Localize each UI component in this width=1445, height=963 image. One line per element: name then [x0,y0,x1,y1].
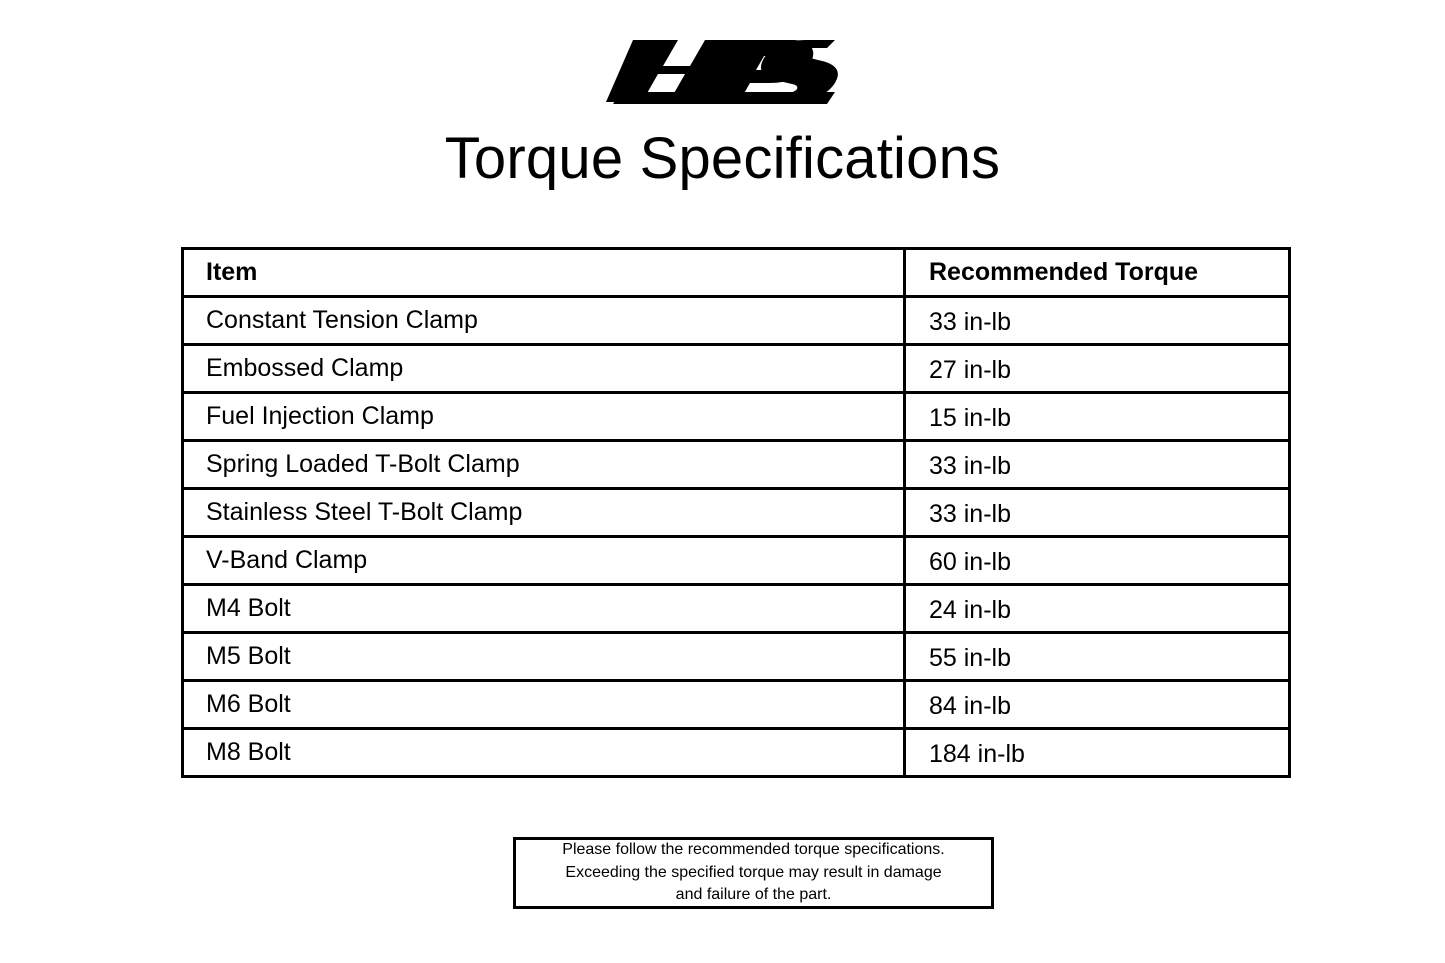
warning-note-line-3: and failure of the part. [675,886,832,904]
cell-item: Spring Loaded T-Bolt Clamp [181,439,906,490]
table-row: Spring Loaded T-Bolt Clamp 33 in-lb [181,439,1291,490]
cell-torque: 55 in-lb [903,631,1291,682]
warning-note-line-2: Exceeding the specified torque may resul… [565,863,942,881]
table-row: M4 Bolt 24 in-lb [181,583,1291,634]
table-header-row: Item Recommended Torque [181,247,1291,298]
warning-note-line-1: Please follow the recommended torque spe… [562,840,945,858]
cell-torque: 33 in-lb [903,487,1291,538]
cell-torque: 27 in-lb [903,343,1291,394]
cell-item: Embossed Clamp [181,343,906,394]
table-row: V-Band Clamp 60 in-lb [181,535,1291,586]
table-body: Constant Tension Clamp 33 in-lb Embossed… [181,295,1291,778]
page-title: Torque Specifications [444,126,1001,191]
column-header-item: Item [181,247,906,298]
warning-note-box: Please follow the recommended torque spe… [513,837,994,909]
table-row: Embossed Clamp 27 in-lb [181,343,1291,394]
cell-item: Stainless Steel T-Bolt Clamp [181,487,906,538]
cell-item: V-Band Clamp [181,535,906,586]
cell-torque: 184 in-lb [903,727,1291,778]
hps-wordmark-logo [605,40,838,104]
cell-item: M8 Bolt [181,727,906,778]
cell-item: M6 Bolt [181,679,906,730]
cell-torque: 24 in-lb [903,583,1291,634]
cell-item: M4 Bolt [181,583,906,634]
cell-torque: 33 in-lb [903,439,1291,490]
cell-item: M5 Bolt [181,631,906,682]
table-row: M6 Bolt 84 in-lb [181,679,1291,730]
torque-specifications-table: Item Recommended Torque Constant Tension… [181,247,1291,778]
cell-item: Fuel Injection Clamp [181,391,906,442]
table-row: Constant Tension Clamp 33 in-lb [181,295,1291,346]
table-row: M8 Bolt 184 in-lb [181,727,1291,778]
table-row: M5 Bolt 55 in-lb [181,631,1291,682]
column-header-recommended-torque: Recommended Torque [903,247,1291,298]
cell-torque: 15 in-lb [903,391,1291,442]
cell-item: Constant Tension Clamp [181,295,906,346]
cell-torque: 33 in-lb [903,295,1291,346]
brand-logo [0,34,1445,106]
table-row: Fuel Injection Clamp 15 in-lb [181,391,1291,442]
cell-torque: 60 in-lb [903,535,1291,586]
table-row: Stainless Steel T-Bolt Clamp 33 in-lb [181,487,1291,538]
cell-torque: 84 in-lb [903,679,1291,730]
